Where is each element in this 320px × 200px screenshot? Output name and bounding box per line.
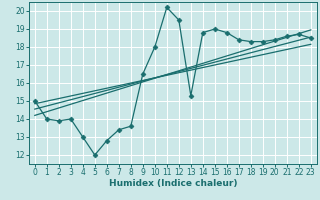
X-axis label: Humidex (Indice chaleur): Humidex (Indice chaleur) xyxy=(108,179,237,188)
